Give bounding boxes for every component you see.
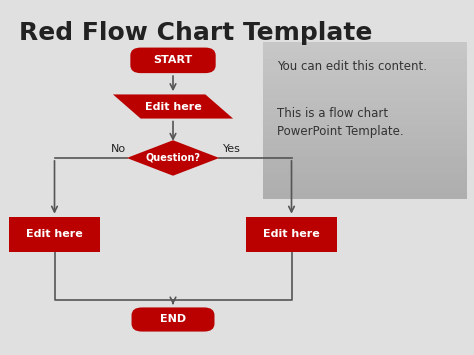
Text: This is a flow chart
PowerPoint Template.: This is a flow chart PowerPoint Template… xyxy=(277,106,404,137)
Text: Yes: Yes xyxy=(223,144,241,154)
Text: START: START xyxy=(154,55,192,65)
FancyBboxPatch shape xyxy=(131,307,214,332)
Polygon shape xyxy=(113,94,233,119)
Text: Edit here: Edit here xyxy=(26,229,83,239)
Bar xyxy=(246,217,337,252)
Text: No: No xyxy=(111,144,126,154)
Text: Red Flow Chart Template: Red Flow Chart Template xyxy=(19,21,373,45)
Bar xyxy=(9,217,100,252)
Text: Edit here: Edit here xyxy=(263,229,320,239)
Text: You can edit this content.: You can edit this content. xyxy=(277,60,427,73)
Polygon shape xyxy=(127,140,219,176)
Text: END: END xyxy=(160,315,186,324)
FancyBboxPatch shape xyxy=(130,48,216,73)
Text: Question?: Question? xyxy=(146,153,201,163)
Text: Edit here: Edit here xyxy=(145,102,201,111)
